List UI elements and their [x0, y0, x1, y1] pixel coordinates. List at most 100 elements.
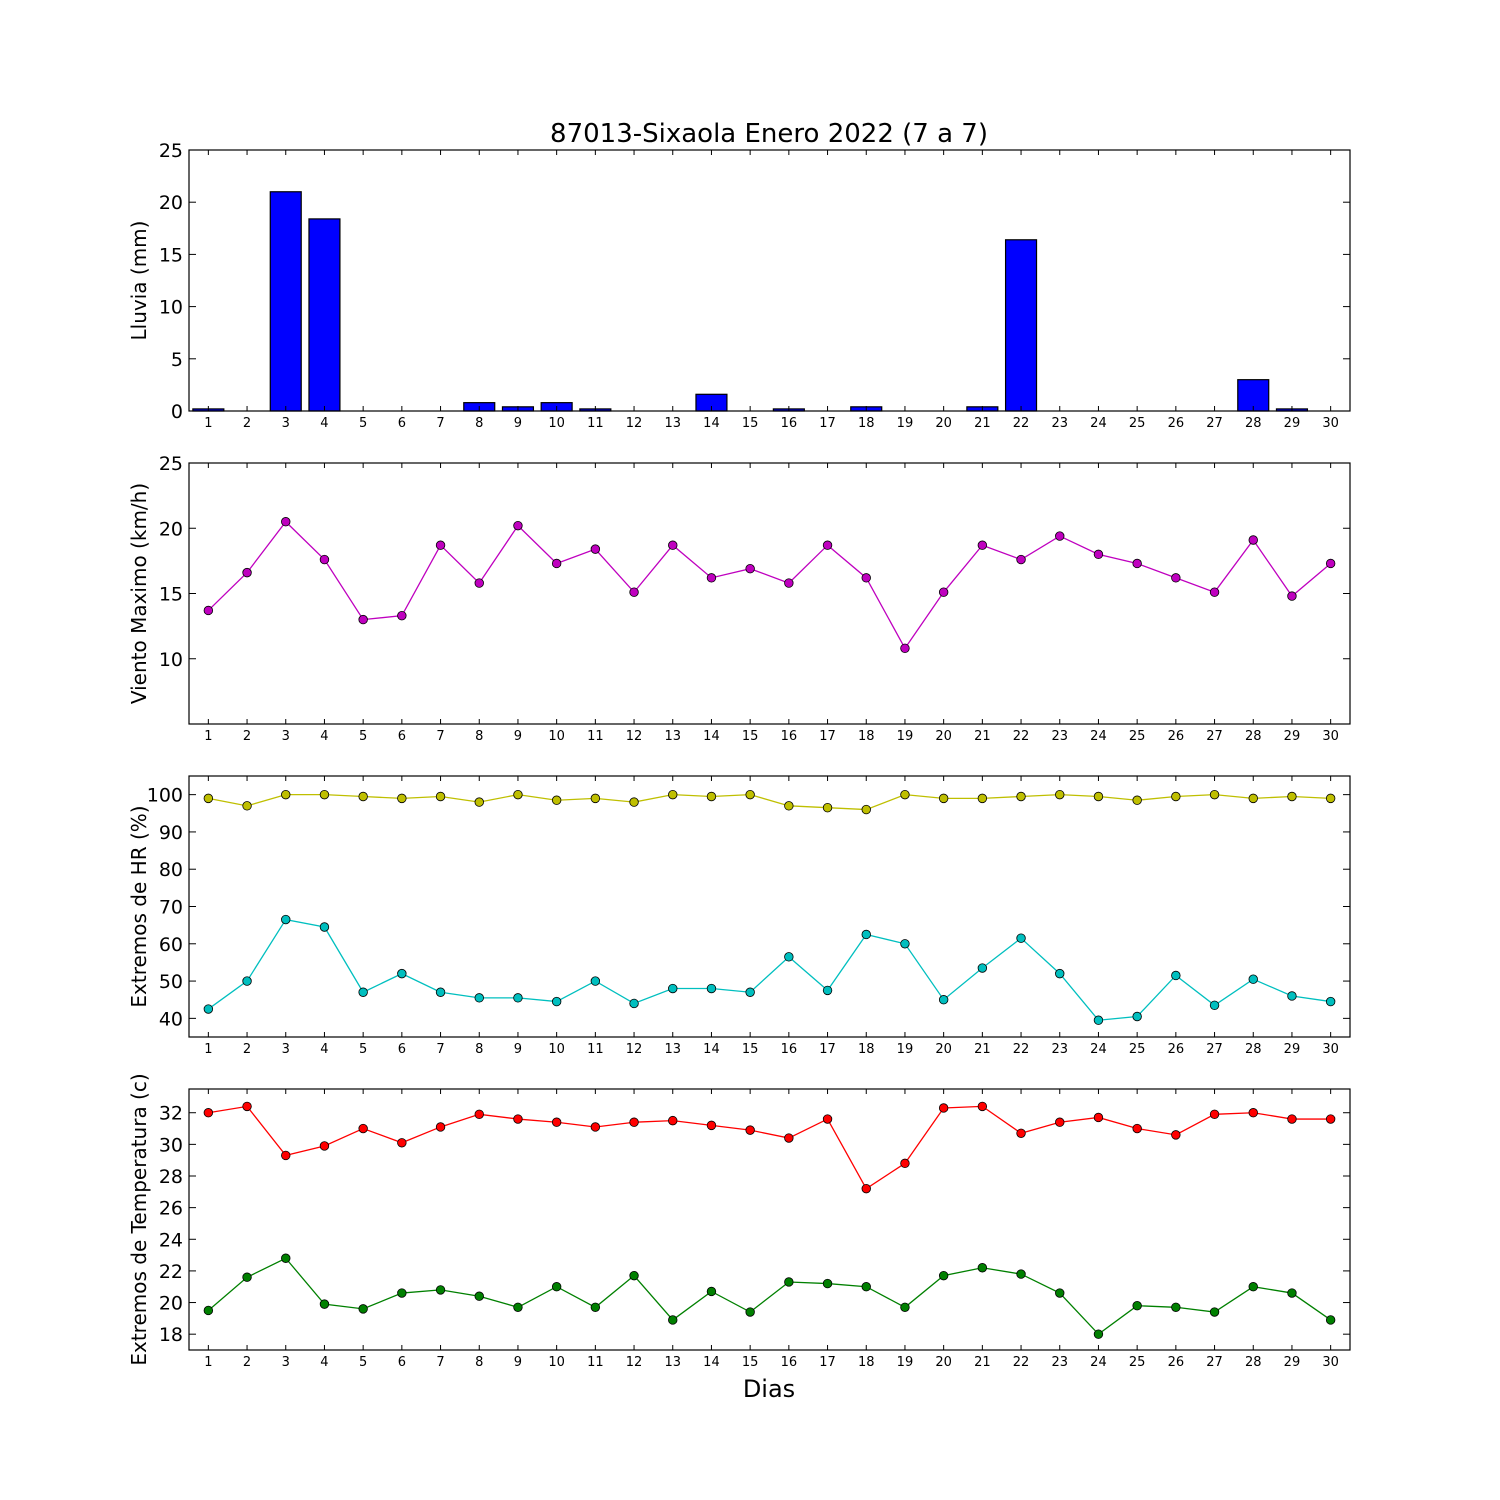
- axes-frame: [188, 149, 1351, 412]
- x-tick-label: 14: [703, 1042, 720, 1057]
- point-series1-day-25: [1132, 795, 1142, 805]
- x-tick-label: 6: [398, 416, 406, 431]
- point-series2-day-23: [1055, 1288, 1065, 1298]
- x-tick-label: 22: [1013, 1042, 1030, 1057]
- point-series2-day-6: [397, 1288, 407, 1298]
- y-tick-label: 15: [159, 244, 183, 266]
- point-series2-day-4: [319, 1299, 330, 1309]
- x-tick-label: 30: [1322, 1355, 1339, 1370]
- point-series1-day-10: [551, 795, 562, 805]
- x-tick-label: 6: [398, 729, 406, 744]
- x-tick-label: 10: [548, 1355, 565, 1370]
- x-tick-label: 1: [204, 729, 212, 744]
- point-series2-day-27: [1209, 1307, 1220, 1317]
- point-series1-day-30: [1325, 793, 1336, 804]
- point-series1-day-12: [629, 797, 639, 807]
- x-tick-label: 3: [282, 416, 290, 431]
- x-tick-label: 22: [1013, 1355, 1030, 1370]
- point-series1-day-19: [900, 1158, 910, 1169]
- point-series2-day-27: [1209, 1000, 1220, 1011]
- point-series2-day-29: [1287, 1288, 1297, 1298]
- y-tick-label: 80: [159, 859, 183, 881]
- point-series1-day-22: [1016, 1128, 1026, 1138]
- x-tick-label: 3: [282, 729, 290, 744]
- x-tick-label: 15: [742, 1355, 759, 1370]
- x-tick-label: 6: [398, 1042, 406, 1057]
- x-tick-label: 17: [819, 1042, 836, 1057]
- point-series1-day-5: [358, 791, 368, 802]
- y-tick-label: 40: [159, 1008, 183, 1030]
- x-tick-label: 30: [1322, 1042, 1339, 1057]
- x-tick-label: 30: [1322, 416, 1339, 431]
- x-tick-label: 4: [320, 1355, 328, 1370]
- point-series2-day-7: [435, 1285, 446, 1295]
- x-tick-label: 7: [436, 1355, 444, 1370]
- point-series1-day-15: [745, 789, 755, 800]
- y-tick-label: 22: [159, 1261, 183, 1283]
- x-tick-label: 2: [243, 729, 251, 744]
- x-tick-label: 24: [1090, 1042, 1107, 1057]
- point-series2-day-4: [319, 922, 330, 932]
- point-series1-day-4: [319, 554, 330, 565]
- x-tick-label: 4: [320, 416, 328, 431]
- point-series2-day-14: [706, 1286, 717, 1297]
- point-series1-day-27: [1209, 587, 1220, 597]
- y-tick-label: 0: [171, 401, 183, 423]
- x-tick-label: 13: [664, 416, 681, 431]
- x-tick-label: 17: [819, 729, 836, 744]
- x-tick-label: 23: [1051, 1355, 1068, 1370]
- x-tick-label: 16: [781, 729, 798, 744]
- x-tick-label: 3: [282, 1355, 290, 1370]
- x-tick-label: 26: [1168, 729, 1185, 744]
- point-series1-day-13: [668, 789, 678, 800]
- point-series2-day-22: [1016, 1269, 1026, 1279]
- point-series1-day-2: [242, 567, 252, 578]
- x-tick-label: 24: [1090, 729, 1107, 744]
- bar-day-4: [308, 218, 341, 412]
- x-tick-label: 20: [935, 1355, 952, 1370]
- x-tick-label: 15: [742, 729, 759, 744]
- point-series1-day-25: [1132, 558, 1142, 569]
- point-series2-day-21: [977, 963, 988, 973]
- x-tick-label: 1: [204, 1355, 212, 1370]
- x-tick-label: 5: [359, 1042, 367, 1057]
- point-series1-day-13: [668, 1115, 678, 1126]
- x-tick-label: 20: [935, 1042, 952, 1057]
- point-series1-day-5: [358, 614, 368, 625]
- x-tick-label: 18: [858, 729, 875, 744]
- point-series1-day-29: [1287, 1114, 1297, 1124]
- axes-frame: [188, 1088, 1351, 1351]
- x-tick-label: 9: [514, 416, 522, 431]
- point-series1-day-12: [629, 1117, 639, 1127]
- point-series2-day-11: [590, 1302, 601, 1312]
- point-series1-day-17: [822, 1114, 833, 1124]
- x-tick-label: 29: [1284, 1042, 1301, 1057]
- x-tick-label: 1: [204, 416, 212, 431]
- point-series1-day-22: [1016, 554, 1026, 565]
- point-series2-day-6: [397, 968, 407, 979]
- point-series1-day-9: [513, 1114, 523, 1124]
- x-tick-label: 13: [664, 729, 681, 744]
- point-series1-day-18: [861, 573, 871, 583]
- point-series2-day-15: [745, 1307, 755, 1317]
- x-tick-label: 18: [858, 1355, 875, 1370]
- point-series2-day-26: [1171, 970, 1181, 981]
- point-series1-day-17: [822, 540, 833, 550]
- x-tick-label: 27: [1206, 416, 1223, 431]
- series-line-1: [208, 1105, 1331, 1190]
- x-tick-label: 16: [781, 416, 798, 431]
- point-series2-day-19: [900, 1302, 910, 1312]
- x-tick-label: 25: [1129, 1355, 1146, 1370]
- point-series1-day-8: [474, 578, 484, 588]
- point-series2-day-25: [1132, 1011, 1142, 1022]
- point-series2-day-17: [822, 1278, 833, 1289]
- x-tick-label: 8: [475, 729, 483, 744]
- point-series1-day-1: [203, 1108, 214, 1118]
- x-tick-label: 11: [587, 1042, 604, 1057]
- y-tick-label: 100: [147, 785, 183, 807]
- point-series2-day-13: [668, 983, 678, 994]
- point-series2-day-16: [784, 1277, 794, 1287]
- point-series2-day-21: [977, 1263, 988, 1273]
